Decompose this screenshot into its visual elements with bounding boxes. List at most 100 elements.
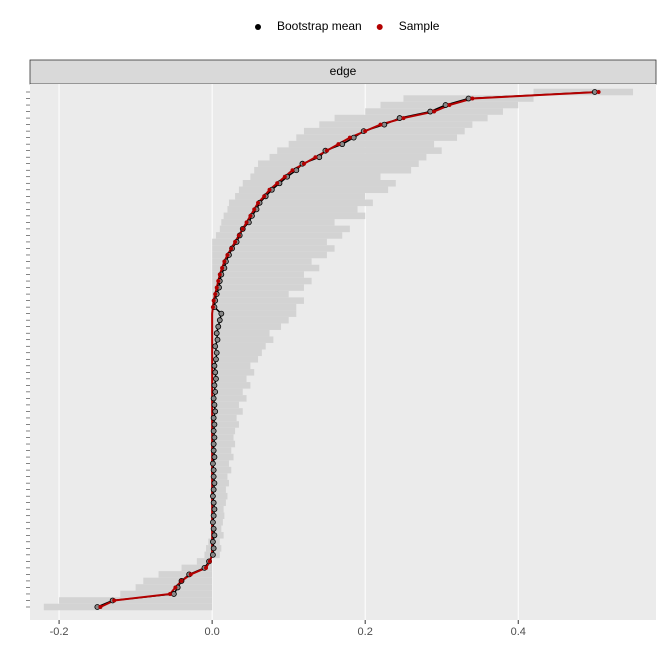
point [236,233,241,238]
ci-band [212,290,289,298]
point [211,480,218,487]
point [396,115,403,121]
point [207,559,212,564]
point [378,122,383,127]
ci-band [212,349,262,357]
point [256,200,261,205]
point [215,323,222,330]
ci-band [212,271,304,278]
ci-band [212,401,239,409]
point [213,349,220,356]
point [470,96,475,101]
ci-band [277,147,442,154]
ci-band [196,558,213,565]
facet-label: edge [330,64,357,78]
ci-band [212,408,243,415]
point [336,142,341,147]
ci-band [212,440,236,448]
point [218,310,225,317]
point [339,141,346,148]
point [214,285,219,290]
ci-band [143,577,213,585]
legend-label: Bootstrap mean [277,19,362,33]
point [210,447,217,454]
x-tick-label: 0.0 [204,626,219,638]
ci-band [212,395,247,402]
point [210,545,217,552]
ci-band [212,369,255,376]
ci-band [212,238,327,246]
point [262,194,267,199]
point [213,375,219,382]
point [301,161,306,166]
ci-band [212,375,247,383]
ci-band [181,564,213,572]
ci-band [212,356,259,363]
x-tick-label: 0.4 [511,626,526,638]
point [210,493,216,500]
x-tick-label: 0.2 [358,626,373,638]
point [293,167,300,174]
ci-band [212,518,223,526]
ci-band [212,382,251,389]
ci-band [59,597,213,604]
point [210,395,217,402]
ci-band [212,414,237,422]
point [248,213,253,218]
point [240,226,245,231]
ci-band [212,329,270,337]
point [211,434,218,441]
point [210,305,215,310]
point [591,89,598,95]
point [210,467,217,474]
point [210,428,217,434]
point [210,415,217,421]
point [252,207,257,212]
point [233,239,238,244]
ci-band [212,336,274,343]
ci-band [212,492,228,500]
ci-band [212,284,304,291]
ci-band [212,323,282,330]
point [427,108,434,115]
point [229,246,234,251]
ci-band [319,121,473,128]
point [347,135,352,140]
ci-band [212,251,327,259]
ci-band [238,186,389,194]
point [442,102,449,108]
point [220,266,225,271]
ci-band [212,532,224,539]
legend: Bootstrap mean Sample [255,19,440,33]
ci-band [212,473,228,480]
ci-band [158,571,213,578]
facet-strip [29,59,657,85]
point [216,279,221,284]
ci-band [242,180,396,187]
point [210,441,217,447]
point [225,252,230,257]
point [212,388,219,395]
ci-band [212,499,226,506]
point [432,109,437,114]
ci-band [212,342,266,350]
ci-band [212,427,236,435]
point [213,330,220,337]
ci-band [215,232,343,239]
point [363,129,368,134]
point [596,90,601,94]
ci-band [303,127,465,135]
point [401,116,406,121]
point [324,148,329,153]
point [211,421,218,428]
ci-band [212,421,239,428]
point [212,369,219,376]
ci-band [43,603,213,611]
point [210,551,216,558]
ci-band [212,258,312,265]
point [179,578,184,583]
ci-band [258,160,419,167]
point [275,181,280,186]
point [112,598,117,603]
